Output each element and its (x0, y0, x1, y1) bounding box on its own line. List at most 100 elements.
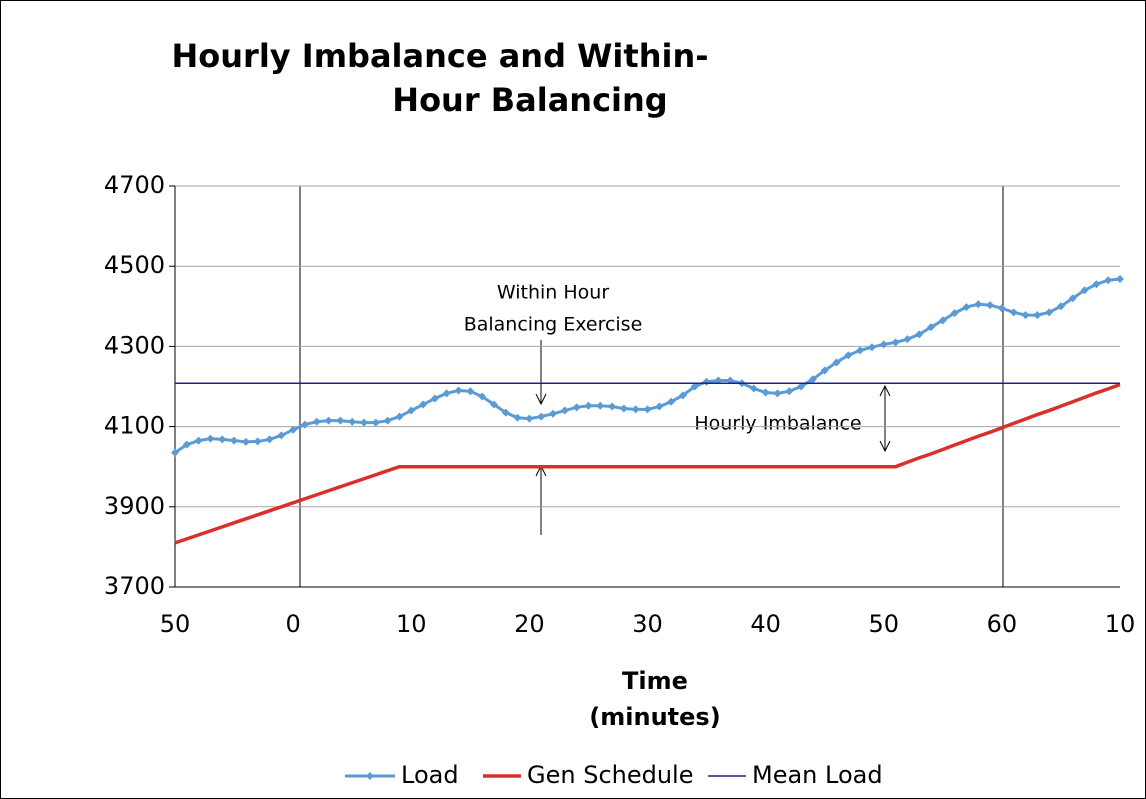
x-tick-label: 10 (396, 610, 427, 638)
x-tick-label: 40 (750, 610, 781, 638)
data-point (986, 301, 995, 310)
data-point (938, 316, 947, 325)
data-point (915, 330, 924, 339)
data-point (832, 358, 841, 367)
data-point (726, 376, 735, 385)
series-line (174, 382, 1121, 545)
data-point (348, 417, 357, 426)
x-tick-label: 10 (1105, 610, 1136, 638)
data-point (360, 418, 368, 427)
y-tick-label: 4100 (104, 412, 165, 440)
data-point (927, 323, 935, 332)
data-point (962, 303, 971, 312)
x-tick-label: 0 (285, 610, 300, 638)
data-point (489, 400, 498, 409)
data-point (218, 435, 227, 444)
data-point (206, 434, 215, 443)
data-point (997, 304, 1006, 313)
data-point (560, 406, 569, 415)
data-point (1045, 308, 1054, 317)
x-axis-title: Time (622, 667, 688, 695)
data-point (407, 406, 416, 415)
x-tick-label: 50 (868, 610, 899, 638)
data-point (950, 309, 959, 318)
x-tick-label: 20 (514, 610, 545, 638)
data-point (241, 437, 250, 446)
x-axis-title: (minutes) (589, 703, 720, 731)
data-point (289, 425, 298, 434)
data-point (1092, 280, 1101, 289)
data-point (466, 387, 475, 396)
data-point (844, 351, 853, 360)
annotation: Within Hour (497, 282, 609, 304)
data-point (1080, 286, 1089, 295)
data-point (1104, 276, 1113, 285)
legend-label: Gen Schedule (527, 761, 694, 789)
data-point (678, 391, 687, 400)
data-point (1116, 275, 1124, 284)
data-point (643, 405, 652, 414)
annotation: Hourly Imbalance (694, 413, 861, 435)
x-tick-label: 50 (160, 610, 191, 638)
data-point (655, 402, 664, 411)
data-point (572, 403, 581, 412)
data-point (395, 412, 404, 421)
data-point (230, 436, 239, 445)
data-point (891, 338, 900, 347)
data-point (383, 416, 392, 425)
data-point (903, 335, 912, 344)
data-point (608, 402, 617, 411)
data-point (549, 409, 557, 418)
y-tick-label: 4700 (104, 171, 165, 199)
x-tick-label: 60 (987, 610, 1018, 638)
data-point (631, 405, 640, 414)
data-point (312, 417, 321, 426)
annotation: Balancing Exercise (464, 314, 643, 336)
data-point (584, 401, 593, 410)
data-point (667, 397, 676, 406)
data-point (430, 394, 439, 403)
data-point (454, 386, 463, 395)
data-point (171, 448, 179, 457)
data-point (773, 389, 782, 398)
data-point (324, 416, 333, 425)
legend-label: Mean Load (752, 761, 883, 789)
data-point (265, 435, 274, 444)
data-point (194, 436, 203, 445)
x-tick-label: 30 (632, 610, 663, 638)
data-point (1021, 311, 1030, 320)
chart-title: Hour Balancing (392, 81, 667, 119)
data-point (300, 420, 309, 429)
data-point (371, 418, 380, 427)
data-point (525, 414, 534, 423)
data-point (537, 412, 546, 421)
data-point (1009, 308, 1018, 317)
data-point (797, 382, 806, 391)
data-point (808, 375, 817, 384)
data-point (690, 382, 699, 391)
data-point (974, 300, 983, 309)
data-point (619, 404, 628, 413)
data-point (513, 413, 522, 422)
legend-marker (366, 772, 374, 780)
y-tick-label: 4500 (104, 251, 165, 279)
data-point (867, 343, 876, 352)
data-point (879, 340, 888, 349)
data-point (336, 416, 345, 425)
data-point (785, 387, 794, 396)
data-point (478, 392, 487, 401)
data-point (761, 388, 770, 397)
y-tick-label: 3700 (104, 572, 165, 600)
data-point (714, 376, 723, 385)
y-tick-label: 4300 (104, 331, 165, 359)
data-point (442, 389, 451, 398)
data-point (501, 408, 510, 417)
data-point (277, 431, 286, 440)
y-tick-label: 3900 (104, 492, 165, 520)
data-point (182, 440, 191, 449)
data-point (856, 346, 865, 355)
data-point (596, 401, 605, 410)
legend-label: Load (401, 761, 459, 789)
